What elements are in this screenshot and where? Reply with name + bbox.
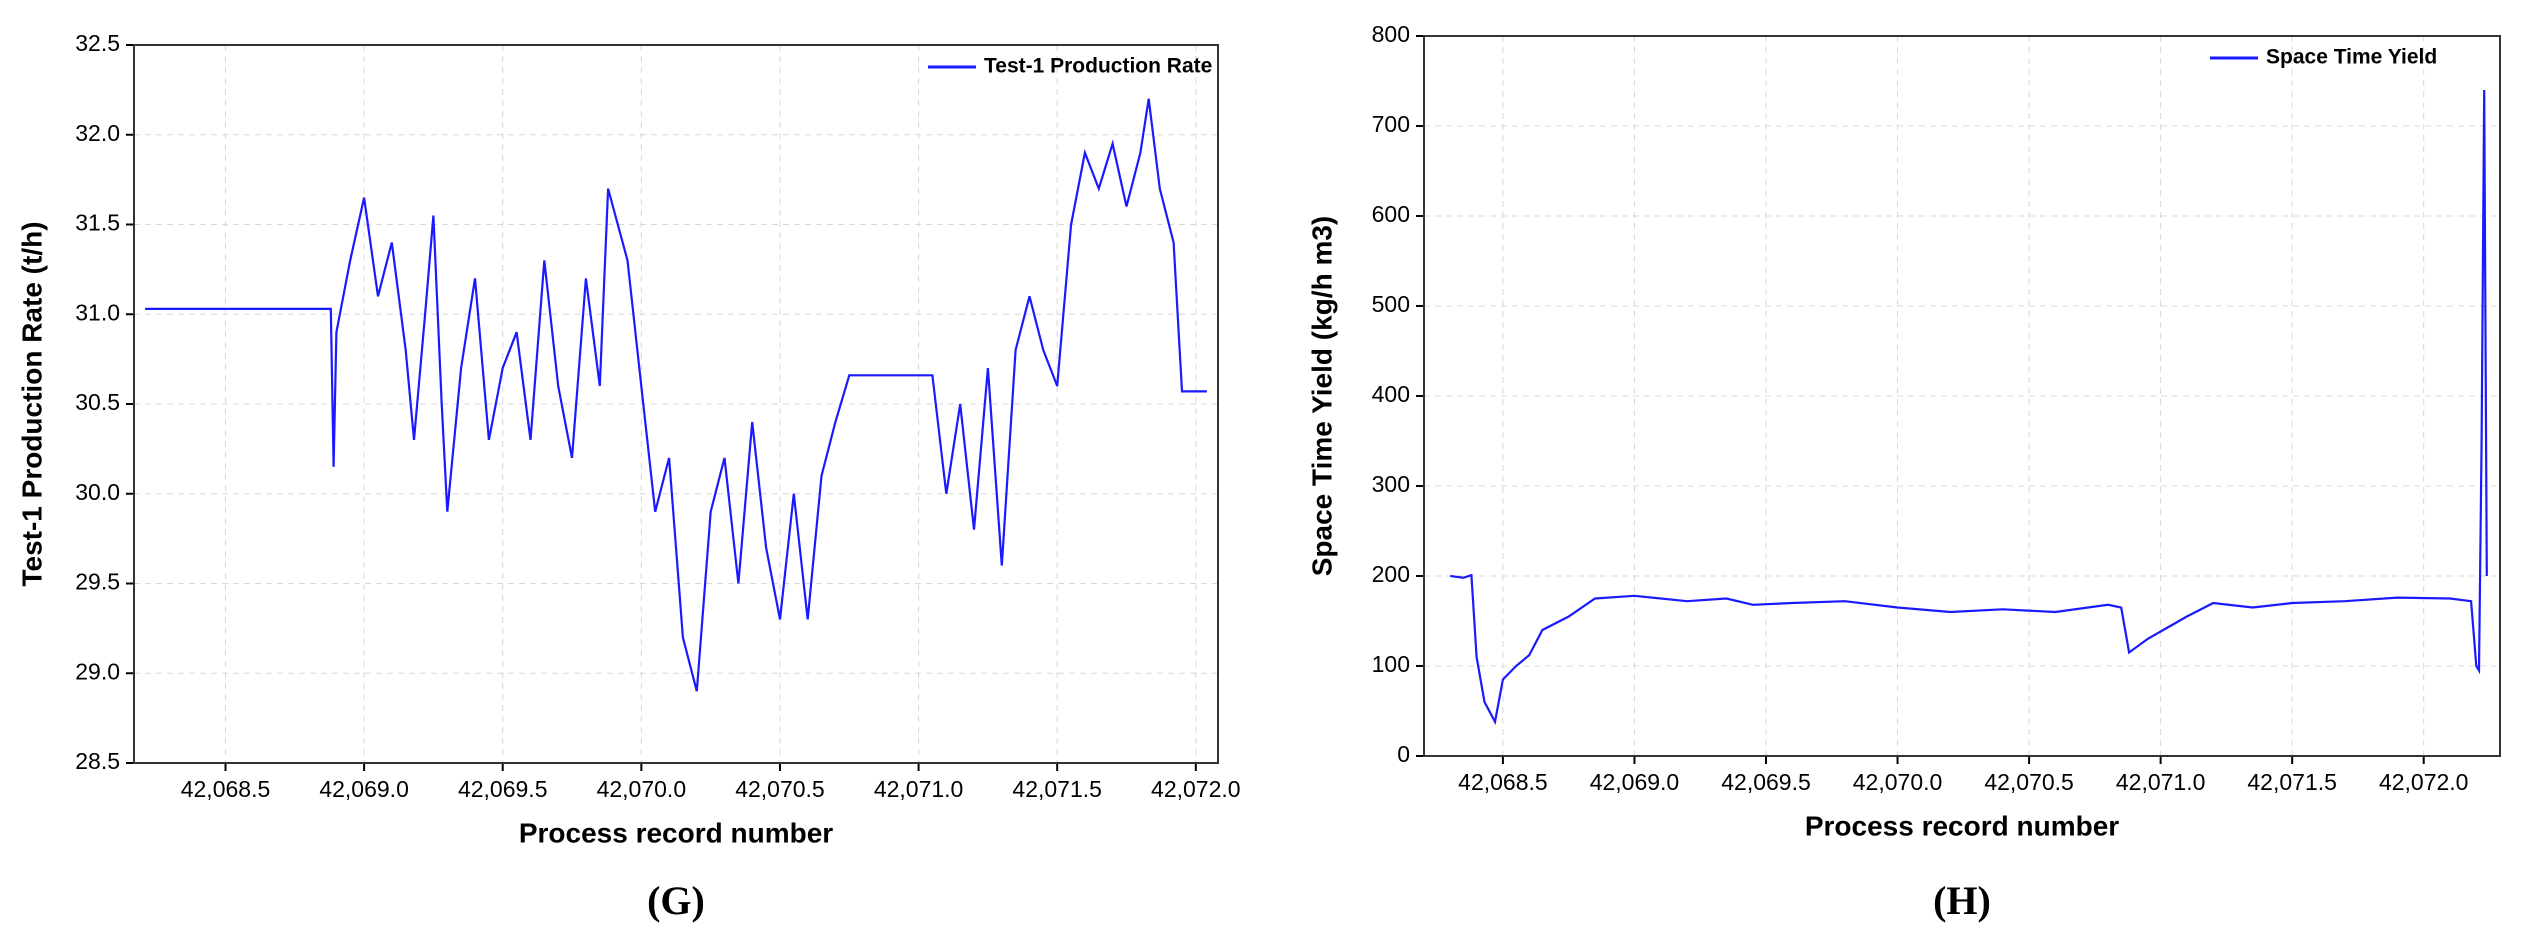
y-tick-label: 29.0 xyxy=(75,658,120,684)
x-axis-title: Process record number xyxy=(1805,810,2119,841)
x-tick-label: 42,070.0 xyxy=(597,776,687,802)
x-tick-label: 42,069.0 xyxy=(319,776,409,802)
legend-label: Space Time Yield xyxy=(2266,46,2437,69)
plot-frame xyxy=(1423,35,2501,757)
x-tick-label: 42,068.5 xyxy=(181,776,271,802)
plot-frame xyxy=(133,44,1219,764)
panel-label: (G) xyxy=(647,878,705,923)
x-tick-label: 42,072.0 xyxy=(1151,776,1241,802)
x-tick-label: 42,071.5 xyxy=(1012,776,1102,802)
x-tick-label: 42,071.5 xyxy=(2247,769,2337,795)
data-line xyxy=(145,98,1207,692)
x-tick-label: 42,069.5 xyxy=(1721,769,1811,795)
y-tick-label: 31.0 xyxy=(75,299,120,325)
y-tick-label: 600 xyxy=(1372,201,1410,227)
panel-label: (H) xyxy=(1933,878,1991,923)
x-tick-label: 42,072.0 xyxy=(2379,769,2469,795)
x-tick-label: 42,069.0 xyxy=(1590,769,1680,795)
y-tick-label: 31.5 xyxy=(75,210,120,236)
y-tick-label: 29.5 xyxy=(75,569,120,595)
y-tick-label: 800 xyxy=(1372,21,1410,47)
x-tick-label: 42,068.5 xyxy=(1458,769,1548,795)
y-tick-label: 0 xyxy=(1397,741,1410,767)
x-tick-label: 42,071.0 xyxy=(2116,769,2206,795)
legend-label: Test-1 Production Rate xyxy=(984,55,1212,78)
y-tick-label: 400 xyxy=(1372,381,1410,407)
x-tick-label: 42,070.5 xyxy=(735,776,825,802)
y-tick-label: 200 xyxy=(1372,561,1410,587)
x-tick-label: 42,070.5 xyxy=(1984,769,2074,795)
y-axis-title: Test-1 Production Rate (t/h) xyxy=(16,221,47,586)
y-tick-label: 300 xyxy=(1372,471,1410,497)
data-line xyxy=(1450,89,2488,726)
y-tick-label: 30.5 xyxy=(75,389,120,415)
x-tick-label: 42,070.0 xyxy=(1853,769,1943,795)
y-axis-title: Space Time Yield (kg/h m3) xyxy=(1306,216,1337,577)
x-axis-title: Process record number xyxy=(519,817,833,848)
y-tick-label: 32.0 xyxy=(75,120,120,146)
y-tick-label: 32.5 xyxy=(75,30,120,56)
x-tick-label: 42,069.5 xyxy=(458,776,548,802)
y-tick-label: 700 xyxy=(1372,111,1410,137)
y-tick-label: 30.0 xyxy=(75,479,120,505)
y-tick-label: 100 xyxy=(1372,651,1410,677)
y-tick-label: 500 xyxy=(1372,291,1410,317)
y-tick-label: 28.5 xyxy=(75,748,120,774)
x-tick-label: 42,071.0 xyxy=(874,776,964,802)
